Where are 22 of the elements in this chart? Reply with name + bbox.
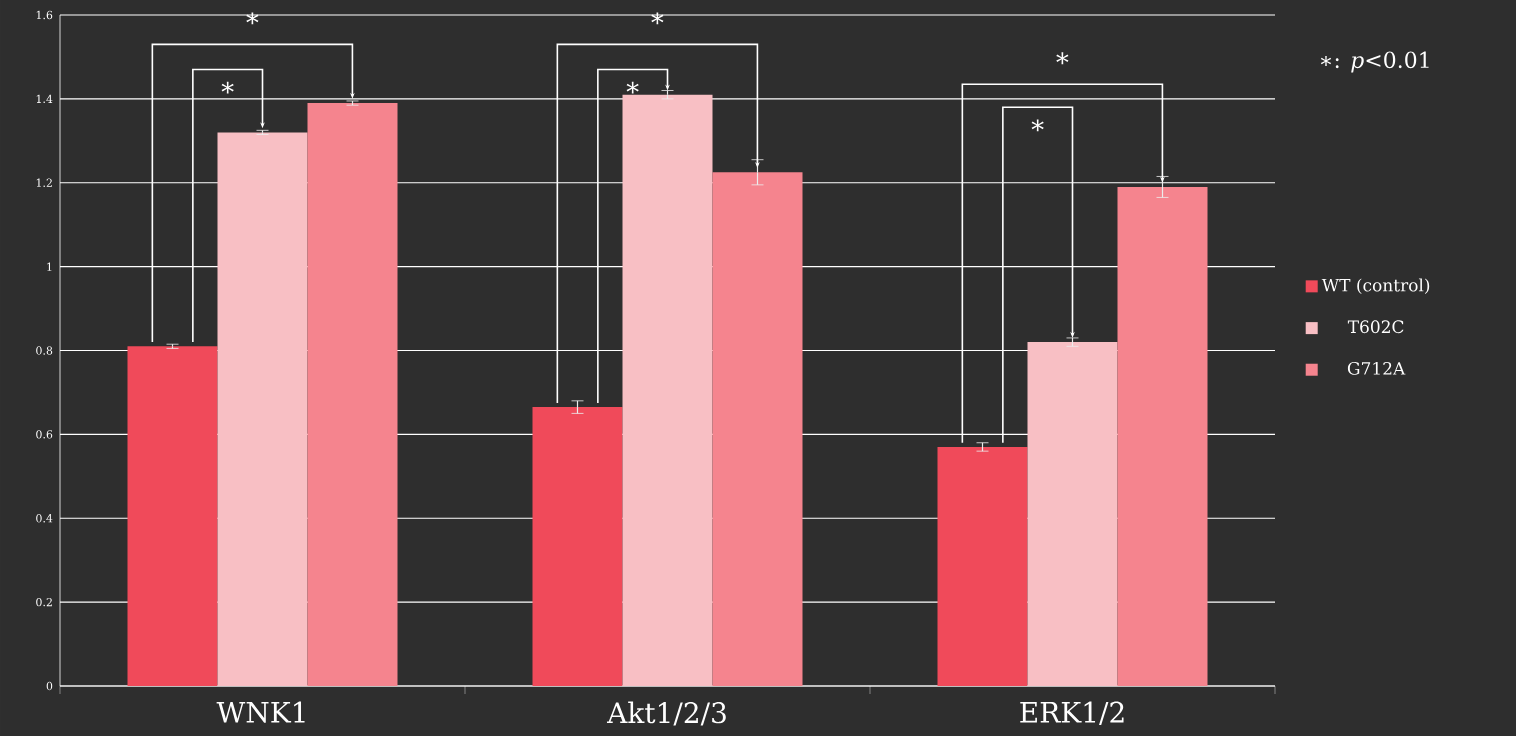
y-tick-label: 0.4 (36, 514, 53, 523)
legend-label: G712A (1347, 361, 1406, 375)
y-tick-label: 0.2 (36, 597, 52, 607)
annotation: * (221, 81, 234, 94)
text: ∗: p<0.01 (1320, 51, 1429, 73)
y-tick-label: 0.8 (36, 346, 53, 355)
y-tick-label: 1.4 (36, 94, 53, 104)
annotation: * (1031, 119, 1044, 132)
y-tick-label: 1 (47, 262, 52, 271)
annotation: * (246, 12, 259, 25)
annotation: * (626, 81, 639, 94)
x-tick-label: Akt1/2/3 (606, 701, 726, 726)
annotation: * (651, 12, 664, 25)
x-tick-label: WNK1 (216, 701, 305, 723)
y-tick-label: 1.2 (36, 178, 52, 187)
y-tick-label: 0 (46, 681, 53, 691)
legend-label: WT (control) (1321, 278, 1430, 294)
x-tick-label: ERK1/2 (1020, 701, 1124, 725)
legend-label: T602C (1347, 320, 1404, 334)
y-tick-label: 1.6 (36, 10, 53, 20)
y-tick-label: 0.6 (36, 430, 53, 439)
annotation: * (1056, 52, 1069, 65)
